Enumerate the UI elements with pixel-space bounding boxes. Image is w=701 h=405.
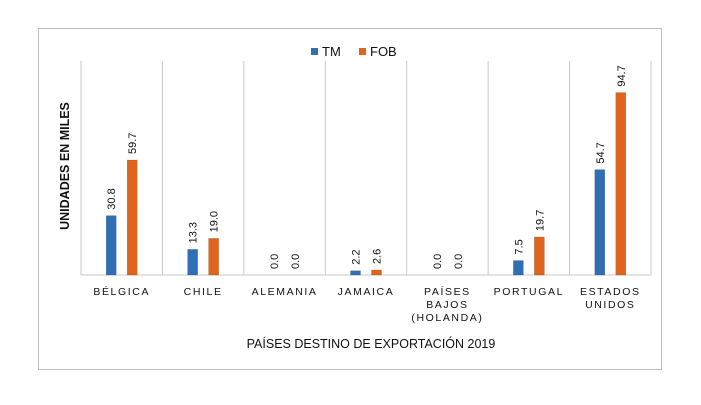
data-label-tm-jamaica: 2.2: [351, 249, 363, 264]
x-axis-title: PAÍSES DESTINO DE EXPORTACIÓN 2019: [247, 336, 496, 351]
bar-tm-chile: [187, 249, 198, 276]
bar-tm-estados-unidos: [594, 169, 606, 276]
category-label-paises-bajos-holanda: PAÍSES: [424, 285, 471, 298]
legend-swatch-fob: [359, 48, 366, 55]
category-label-paises-bajos-holanda: BAJOS: [426, 299, 468, 311]
data-label-fob-portugal: 19.7: [534, 210, 546, 231]
y-axis-title: UNIDADES EN MILES: [58, 102, 72, 230]
bar-fob-estados-unidos: [615, 92, 627, 276]
bar-tm-jamaica: [350, 270, 361, 276]
data-label-tm-alemania: 0.0: [269, 254, 281, 269]
data-label-tm-estados-unidos: 54.7: [595, 142, 607, 163]
bars: [105, 92, 627, 276]
category-label-estados-unidos: ESTADOS: [580, 286, 641, 298]
category-label-estados-unidos: UNIDOS: [585, 299, 635, 311]
category-label-alemania: ALEMANIA: [252, 286, 318, 298]
bar-tm-portugal: [513, 260, 524, 276]
data-label-tm-belgica: 30.8: [106, 188, 118, 209]
data-label-fob-jamaica: 2.6: [372, 249, 384, 264]
category-label-chile: CHILE: [184, 286, 223, 298]
bar-fob-belgica: [126, 159, 138, 276]
data-label-fob-belgica: 59.7: [127, 133, 139, 154]
legend-label-tm: TM: [322, 44, 341, 59]
legend: TM FOB: [311, 44, 397, 59]
category-labels: BÉLGICA CHILE ALEMANIA JAMAICA PAÍSESBAJOS(H…: [93, 285, 641, 324]
bar-chart: TM FOB 30.8 59.7 13.3 19.0 0.0 0.0 2.2 2.6 0.0 0.0…: [58, 44, 652, 351]
category-label-portugal: PORTUGAL: [494, 286, 564, 298]
data-label-fob-paises-bajos-holanda: 0.0: [453, 254, 465, 269]
legend-swatch-tm: [311, 48, 318, 55]
data-label-tm-chile: 13.3: [188, 222, 200, 243]
category-label-jamaica: JAMAICA: [338, 286, 395, 298]
bar-fob-portugal: [534, 236, 545, 276]
chart-frame: TM FOB 30.8 59.7 13.3 19.0 0.0 0.0 2.2 2.6 0.0 0.0…: [38, 28, 662, 370]
bar-tm-belgica: [105, 215, 117, 276]
data-label-tm-portugal: 7.5: [513, 239, 525, 254]
category-separators: [80, 61, 652, 276]
data-labels: 30.8 59.7 13.3 19.0 0.0 0.0 2.2 2.6 0.0 0.0 7.5 19.…: [106, 65, 628, 269]
data-label-fob-estados-unidos: 94.7: [616, 65, 628, 86]
bar-fob-chile: [208, 238, 219, 276]
bar-fob-jamaica: [371, 269, 382, 276]
legend-label-fob: FOB: [370, 44, 397, 59]
category-label-belgica: BÉLGICA: [93, 285, 150, 298]
data-label-tm-paises-bajos-holanda: 0.0: [432, 254, 444, 269]
data-label-fob-alemania: 0.0: [290, 254, 302, 269]
category-label-paises-bajos-holanda: (HOLANDA): [411, 312, 483, 324]
data-label-fob-chile: 19.0: [209, 211, 221, 232]
